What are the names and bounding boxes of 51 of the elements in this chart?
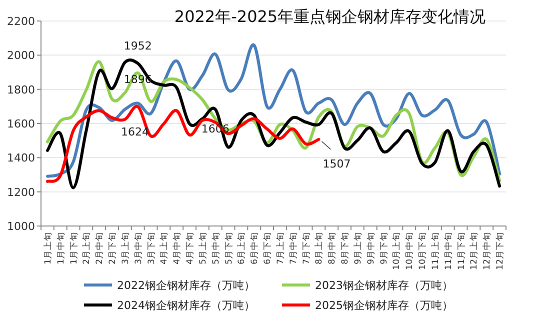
x-tick-label: 3月中旬: [132, 232, 144, 264]
x-tick-label: 3月下旬: [146, 232, 157, 264]
x-tick-label: 7月上旬: [274, 232, 286, 264]
x-tick-label: 11月中旬: [442, 232, 454, 270]
x-tick-label: 5月上旬: [197, 232, 208, 264]
x-tick-label: 5月中旬: [210, 232, 222, 264]
x-tick-label: 5月下旬: [223, 232, 234, 264]
x-tick-label: 2月中旬: [94, 232, 106, 264]
x-tick-label: 12月下旬: [494, 232, 506, 270]
legend-label: 2024钢企钢材库存（万吨）: [117, 299, 255, 312]
chart-title: 2022年-2025年重点钢企钢材库存变化情况: [174, 7, 486, 26]
x-tick-label: 9月上旬: [352, 232, 364, 264]
legend-label: 2025钢企钢材库存（万吨）: [315, 299, 453, 312]
x-tick-label: 2月下旬: [107, 232, 118, 264]
x-tick-label: 12月上旬: [468, 232, 480, 270]
y-tick-label: 1600: [7, 118, 35, 130]
y-tick-label: 1000: [7, 220, 35, 233]
x-tick-label: 2月上旬: [81, 232, 92, 264]
y-tick-label: 1800: [7, 83, 35, 96]
x-tick-label: 3月上旬: [120, 232, 131, 264]
x-tick-label: 9月下旬: [378, 232, 390, 264]
x-tick-label: 8月上旬: [314, 232, 325, 264]
x-tick-label: 11月上旬: [430, 232, 441, 270]
x-tick-label: 4月上旬: [158, 232, 170, 264]
x-tick-label: 9月中旬: [365, 232, 376, 264]
x-tick-label: 11月下旬: [456, 232, 467, 270]
line-series: [46, 104, 320, 183]
y-tick-label: 1200: [7, 186, 35, 199]
x-tick-label: 1月上旬: [42, 232, 54, 264]
x-tick-label: 1月中旬: [55, 232, 66, 264]
y-tick-label: 2200: [7, 15, 35, 28]
annotation: 1952: [124, 39, 152, 52]
y-tick-label: 1400: [7, 152, 35, 165]
x-tick-label: 10月中旬: [404, 232, 416, 270]
x-tick-label: 4月下旬: [184, 232, 196, 264]
x-tick-label: 1月下旬: [68, 232, 80, 264]
legend-label: 2023钢企钢材库存（万吨）: [315, 279, 453, 292]
x-tick-label: 8月下旬: [340, 232, 351, 264]
x-tick-label: 6月中旬: [249, 232, 260, 264]
x-tick-label: 6月上旬: [236, 232, 248, 264]
x-tick-label: 7月下旬: [300, 232, 312, 264]
x-tick-label: 10月下旬: [417, 232, 428, 270]
x-tick-label: 4月中旬: [172, 232, 183, 264]
y-tick-label: 2000: [7, 49, 35, 62]
annotation: 1507: [322, 157, 351, 170]
legend-label: 2022钢企钢材库存（万吨）: [117, 279, 255, 292]
x-tick-label: 12月中旬: [482, 232, 493, 270]
x-tick-label: 10月上旬: [391, 232, 402, 270]
x-tick-label: 8月中旬: [326, 232, 338, 264]
x-tick-label: 7月中旬: [288, 232, 299, 264]
x-tick-label: 6月下旬: [262, 232, 274, 264]
